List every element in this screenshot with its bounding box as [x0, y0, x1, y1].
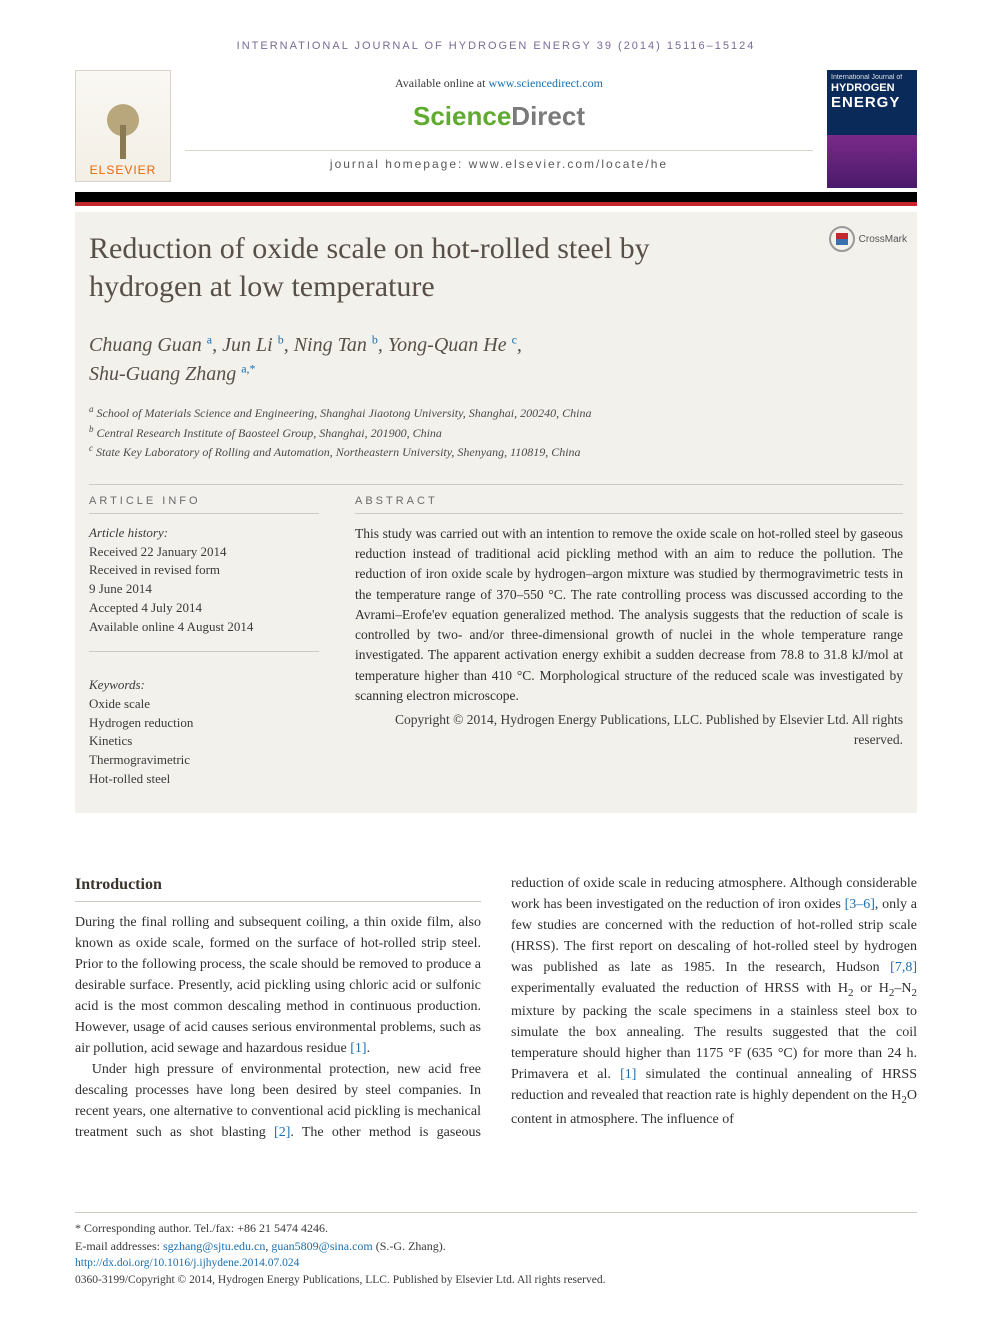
doi-link[interactable]: http://dx.doi.org/10.1016/j.ijhydene.201…	[75, 1255, 917, 1272]
available-text: Available online at	[395, 76, 488, 90]
keyword: Kinetics	[89, 733, 132, 748]
affil-text: School of Materials Science and Engineer…	[97, 406, 592, 420]
footer-copyright: 0360-3199/Copyright © 2014, Hydrogen Ene…	[75, 1272, 917, 1289]
citation-link[interactable]: [3–6]	[845, 897, 875, 912]
elsevier-tree-icon	[93, 97, 153, 163]
title-block: CrossMark Reduction of oxide scale on ho…	[75, 212, 917, 813]
keyword: Thermogravimetric	[89, 752, 190, 767]
author-name: Yong-Quan He	[388, 334, 507, 356]
running-head: INTERNATIONAL JOURNAL OF HYDROGEN ENERGY…	[75, 40, 917, 52]
keywords-heading-rule	[89, 651, 319, 666]
elsevier-label: ELSEVIER	[90, 163, 157, 177]
email-label: E-mail addresses:	[75, 1239, 163, 1253]
author[interactable]: Ning Tan b	[294, 334, 378, 356]
intro-text: or H	[853, 981, 888, 996]
citation-link[interactable]: [7,8]	[890, 960, 917, 975]
author-name: Shu-Guang Zhang	[89, 363, 236, 385]
introduction-heading: Introduction	[75, 873, 481, 902]
author-name: Chuang Guan	[89, 334, 202, 356]
subscript: 2	[912, 987, 918, 999]
author[interactable]: Chuang Guan a	[89, 334, 212, 356]
corresponding-author: * Corresponding author. Tel./fax: +86 21…	[75, 1219, 917, 1237]
article-info-column: ARTICLE INFO Article history: Received 2…	[89, 495, 319, 789]
intro-text: experimentally evaluated the reduction o…	[511, 981, 848, 996]
cover-line2: HYDROGEN	[831, 82, 913, 94]
affil-sup: b	[89, 424, 94, 434]
author-affil-sup: a,*	[241, 361, 255, 375]
email-tail: (S.-G. Zhang).	[373, 1239, 446, 1253]
keyword: Hydrogen reduction	[89, 715, 193, 730]
history-item: Accepted 4 July 2014	[89, 600, 202, 615]
journal-cover[interactable]: International Journal of HYDROGEN ENERGY	[827, 70, 917, 188]
keyword: Oxide scale	[89, 696, 150, 711]
citation-link[interactable]: [2]	[274, 1125, 290, 1140]
intro-text: .	[367, 1041, 371, 1056]
corr-label: * Corresponding author.	[75, 1221, 191, 1235]
sd-logo-part2: Direct	[511, 101, 585, 131]
center-header: Available online at www.sciencedirect.co…	[185, 70, 813, 177]
email-link[interactable]: guan5809@sina.com	[271, 1239, 372, 1253]
intro-text: During the final rolling and subsequent …	[75, 915, 481, 1056]
crossmark-icon	[829, 226, 855, 252]
abstract-text: This study was carried out with an inten…	[355, 524, 903, 706]
history-item: 9 June 2014	[89, 581, 152, 596]
crossmark-badge[interactable]: CrossMark	[829, 226, 907, 252]
abstract-column: ABSTRACT This study was carried out with…	[355, 495, 903, 789]
citation-link[interactable]: [1]	[620, 1067, 636, 1082]
history-item: Available online 4 August 2014	[89, 619, 253, 634]
sd-logo-part1: Science	[413, 101, 511, 131]
abstract-copyright: Copyright © 2014, Hydrogen Energy Public…	[355, 710, 903, 751]
page-footer: * Corresponding author. Tel./fax: +86 21…	[75, 1212, 917, 1290]
author-list: Chuang Guan a, Jun Li b, Ning Tan b, Yon…	[89, 331, 903, 389]
elsevier-logo[interactable]: ELSEVIER	[75, 70, 171, 182]
affil-sup: c	[89, 443, 93, 453]
author[interactable]: Shu-Guang Zhang a,*	[89, 363, 256, 385]
author-affil-sup: a	[207, 332, 212, 346]
keywords-block: Keywords: Oxide scale Hydrogen reduction…	[89, 676, 319, 789]
email-link[interactable]: sgzhang@sjtu.edu.cn	[163, 1239, 265, 1253]
affiliation: a School of Materials Science and Engine…	[89, 403, 903, 423]
affiliation: c State Key Laboratory of Rolling and Au…	[89, 442, 903, 462]
history-label: Article history:	[89, 525, 168, 540]
affil-sup: a	[89, 404, 94, 414]
cover-line1: International Journal of	[831, 74, 913, 81]
header-row: ELSEVIER Available online at www.science…	[75, 70, 917, 188]
keywords-label: Keywords:	[89, 677, 145, 692]
divider-red	[75, 202, 917, 206]
article-history: Article history: Received 22 January 201…	[89, 524, 319, 637]
body-columns: Introduction During the final rolling an…	[75, 873, 917, 1143]
author-affil-sup: b	[372, 332, 378, 346]
author-affil-sup: c	[512, 332, 517, 346]
email-line: E-mail addresses: sgzhang@sjtu.edu.cn, g…	[75, 1237, 917, 1255]
keyword: Hot-rolled steel	[89, 771, 170, 786]
divider-black	[75, 192, 917, 202]
history-item: Received in revised form	[89, 562, 220, 577]
cover-line3: ENERGY	[831, 94, 913, 111]
author-affil-sup: b	[278, 332, 284, 346]
info-abstract-row: ARTICLE INFO Article history: Received 2…	[89, 484, 903, 789]
article-info-heading: ARTICLE INFO	[89, 495, 319, 514]
sciencedirect-url[interactable]: www.sciencedirect.com	[488, 76, 603, 90]
abstract-heading: ABSTRACT	[355, 495, 903, 514]
available-online-line: Available online at www.sciencedirect.co…	[395, 76, 603, 91]
intro-text: –N	[894, 981, 911, 996]
affil-text: State Key Laboratory of Rolling and Auto…	[96, 445, 581, 459]
article-title: Reduction of oxide scale on hot-rolled s…	[89, 230, 739, 305]
author-name: Ning Tan	[294, 334, 367, 356]
author-name: Jun Li	[222, 334, 273, 356]
crossmark-label: CrossMark	[859, 234, 907, 245]
history-item: Received 22 January 2014	[89, 544, 227, 559]
sciencedirect-logo[interactable]: ScienceDirect	[413, 101, 585, 132]
author[interactable]: Yong-Quan He c	[388, 334, 517, 356]
corr-tel: Tel./fax: +86 21 5474 4246.	[191, 1221, 328, 1235]
citation-link[interactable]: [1]	[350, 1041, 366, 1056]
journal-homepage: journal homepage: www.elsevier.com/locat…	[185, 150, 813, 177]
affil-text: Central Research Institute of Baosteel G…	[97, 426, 442, 440]
affiliations: a School of Materials Science and Engine…	[89, 403, 903, 462]
author[interactable]: Jun Li b	[222, 334, 284, 356]
affiliation: b Central Research Institute of Baosteel…	[89, 423, 903, 443]
intro-paragraph: During the final rolling and subsequent …	[75, 912, 481, 1059]
